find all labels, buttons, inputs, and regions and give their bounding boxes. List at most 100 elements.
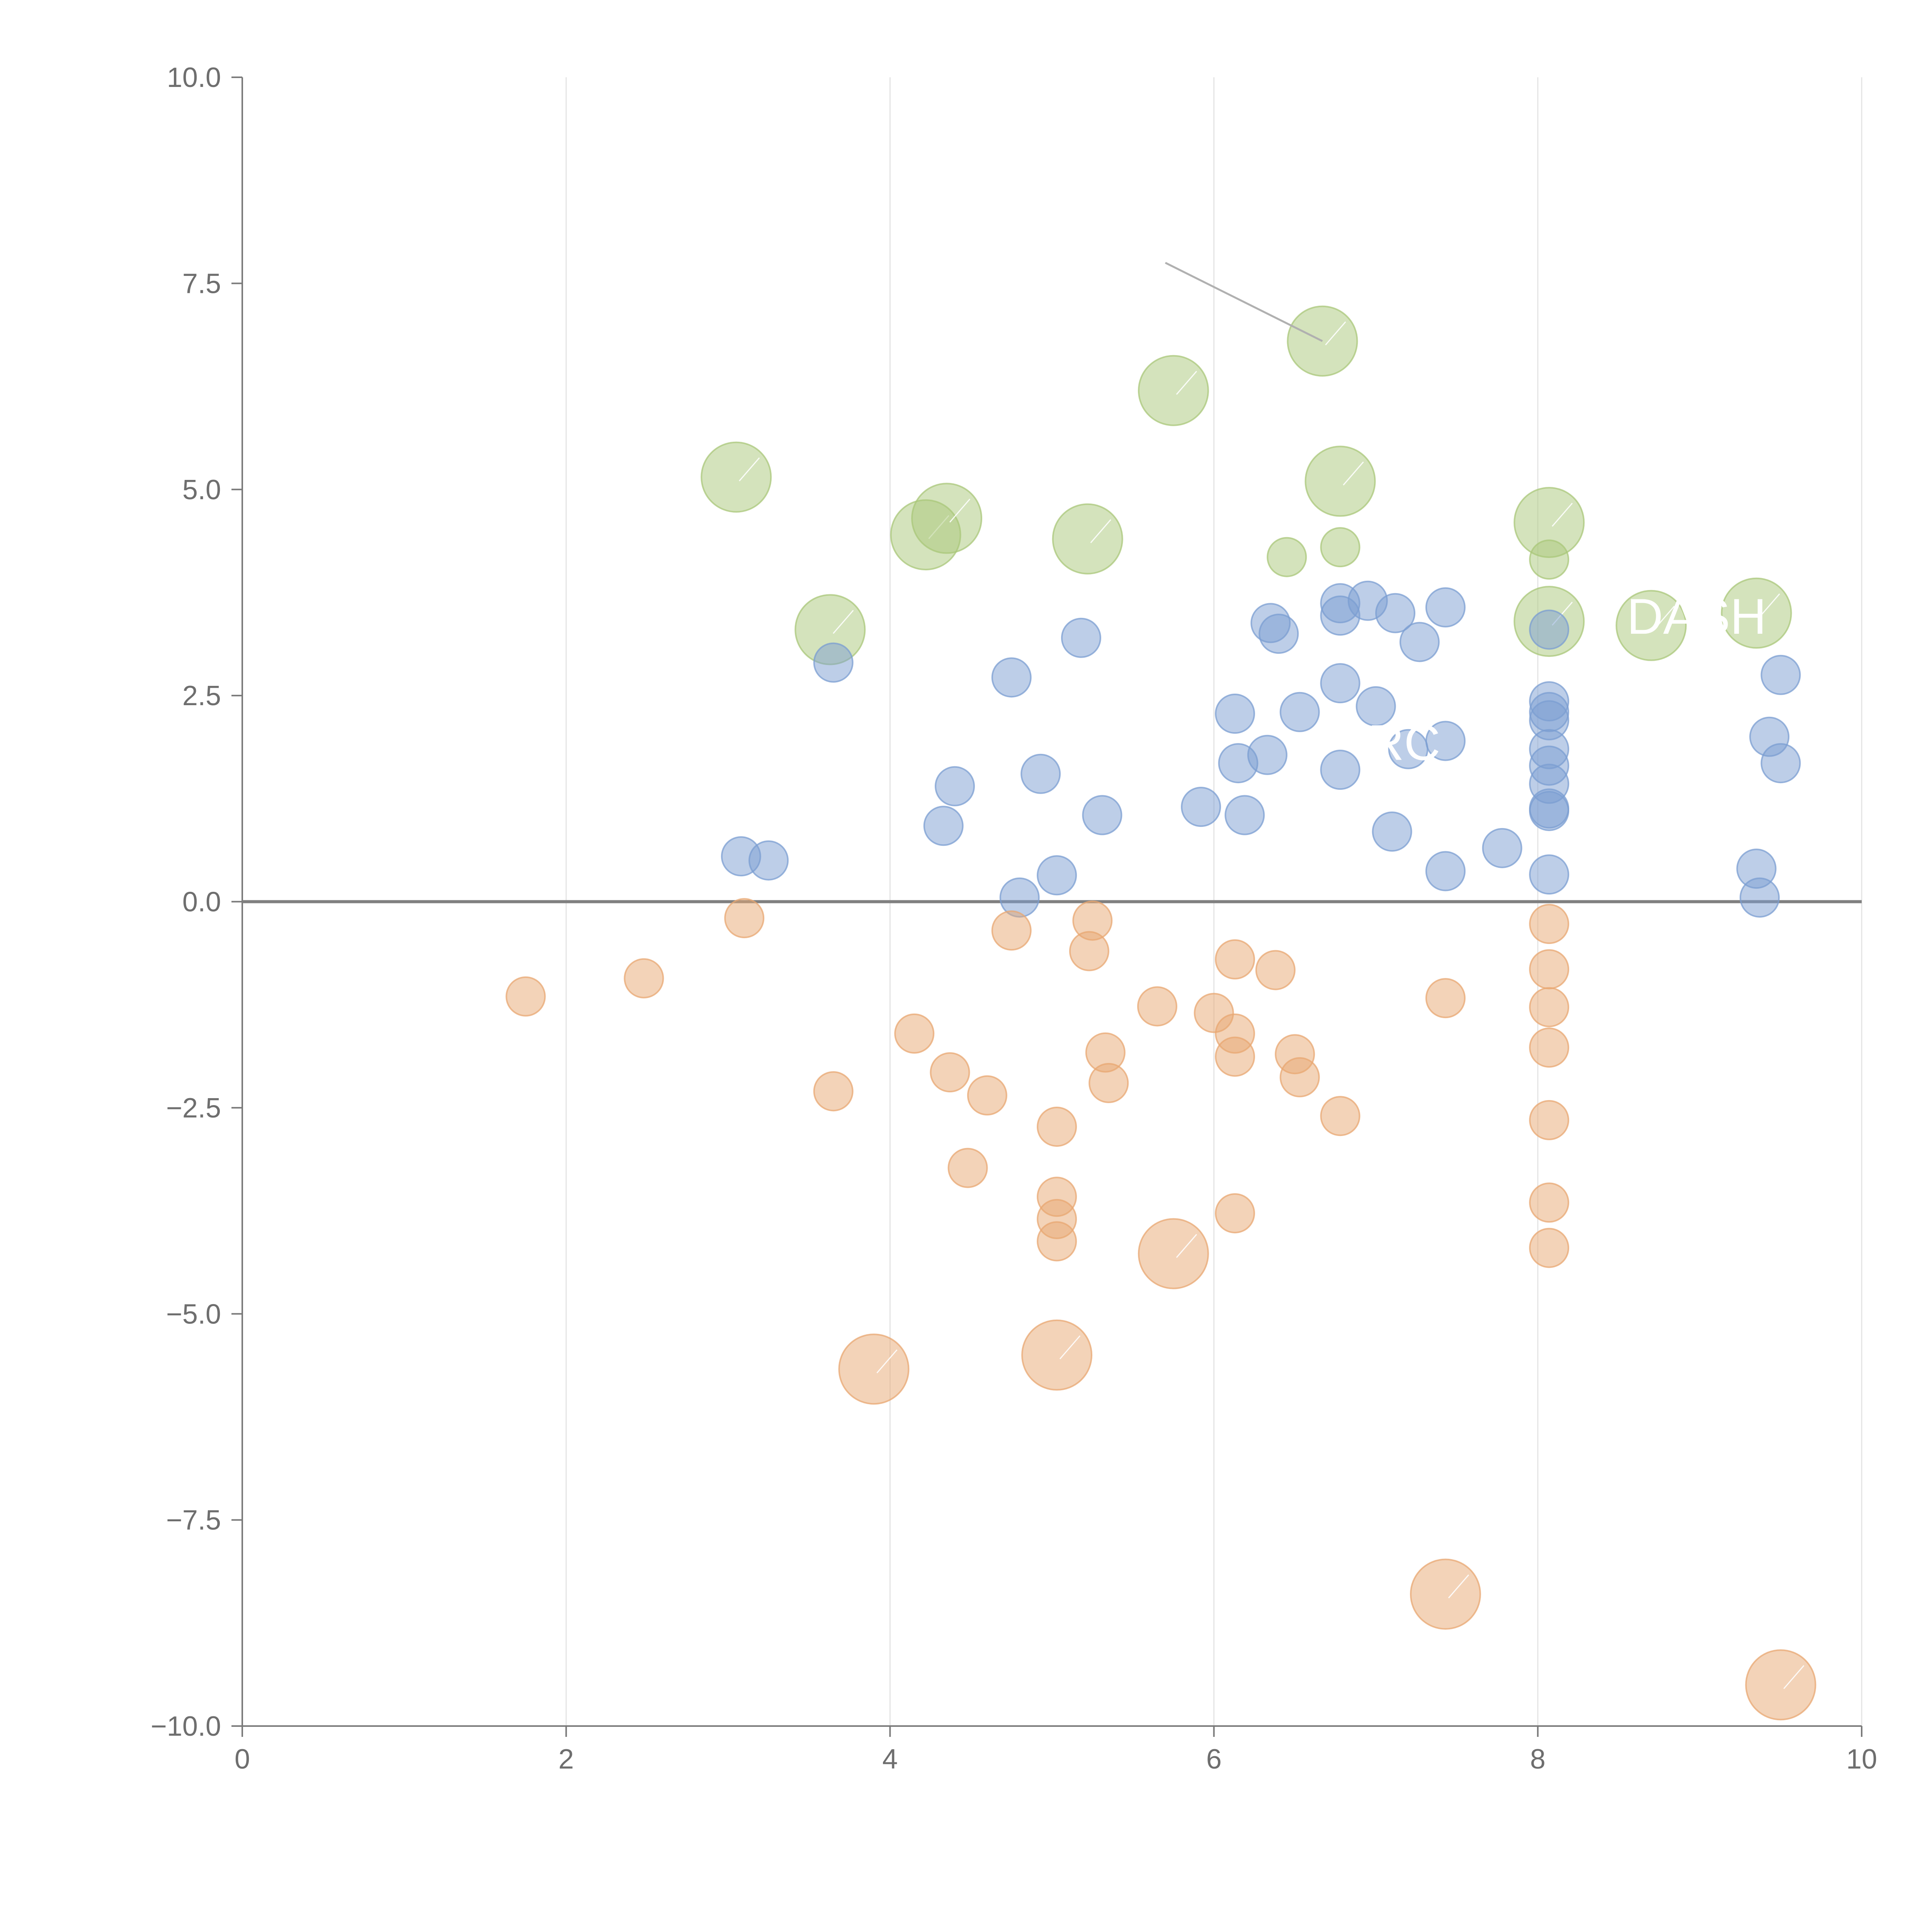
orange-bubble (1088, 1063, 1129, 1103)
blue-bubble (1739, 877, 1780, 918)
label-leader-line (1654, 605, 1675, 630)
blue-bubble (1425, 851, 1466, 891)
blue-bubble (1020, 753, 1061, 794)
green-bubble (1052, 503, 1123, 575)
label-leader-line (1090, 519, 1111, 543)
blue-bubble (1355, 686, 1396, 726)
orange-bubble (838, 1333, 910, 1405)
label-leader-line (1448, 1574, 1469, 1599)
blue-bubble (1529, 791, 1570, 831)
orange-bubble (724, 898, 765, 939)
green-bubble (1267, 537, 1307, 577)
bubbles (505, 305, 1816, 1721)
orange-bubble (1745, 1649, 1816, 1721)
blue-bubble (1372, 811, 1412, 852)
annotation-label: RC (1368, 714, 1440, 771)
label-leader-line (1783, 1665, 1804, 1689)
annotations: DASH RC (1165, 262, 1766, 771)
blue-bubble (1279, 692, 1320, 732)
y-tick-label: −5.0 (166, 1299, 221, 1330)
label-leader-line (1759, 593, 1780, 617)
blue-bubble (748, 840, 789, 881)
blue-bubble (1225, 795, 1265, 835)
blue-bubble (1320, 750, 1361, 790)
green-bubble (1320, 527, 1361, 568)
green-bubble (1304, 446, 1376, 517)
orange-bubble (1215, 1193, 1255, 1233)
orange-bubble (1425, 978, 1466, 1019)
label-leader-line (1176, 1234, 1197, 1258)
blue-bubble (1529, 609, 1570, 650)
orange-bubble (991, 910, 1032, 951)
blue-bubble (1259, 614, 1299, 654)
blue-bubble (1760, 743, 1801, 784)
blue-bubble (1482, 828, 1522, 868)
y-tick-label: 2.5 (182, 680, 221, 711)
orange-bubble (1410, 1558, 1481, 1630)
green-bubble (1529, 539, 1570, 580)
blue-bubble (1037, 855, 1077, 896)
orange-bubble (947, 1148, 988, 1188)
blue-bubble (1760, 655, 1801, 695)
blue-bubble (813, 642, 854, 683)
orange-bubble (1529, 1228, 1570, 1268)
label-leader-line (739, 457, 760, 481)
y-tick-label: −10.0 (151, 1711, 221, 1742)
blue-bubble (1425, 587, 1466, 628)
label-leader-line (876, 1349, 898, 1374)
orange-bubble (1255, 950, 1296, 990)
blue-bubble (1375, 593, 1415, 633)
x-tick-label: 0 (235, 1744, 250, 1775)
label-leader-line (949, 498, 971, 523)
x-tick-label: 6 (1206, 1744, 1222, 1775)
orange-bubble (1137, 986, 1177, 1027)
blue-bubble (1399, 622, 1440, 662)
orange-bubble (505, 976, 546, 1017)
blue-bubble (999, 877, 1040, 918)
x-tick-label: 4 (882, 1744, 898, 1775)
green-bubble (911, 483, 983, 554)
blue-bubble (1061, 617, 1101, 658)
axes: 0 2 4 6 8 10 −10.0 −7.5 −5.0 −2.5 0.0 2.5 5.0 7.5 10.0 (151, 62, 1877, 1775)
x-tick-label: 8 (1530, 1744, 1546, 1775)
orange-bubble (1529, 904, 1570, 944)
orange-bubble (1215, 1036, 1255, 1077)
orange-bubble (1529, 987, 1570, 1027)
blue-bubble (1082, 795, 1122, 835)
orange-bubble (1279, 1057, 1320, 1097)
orange-bubble (1037, 1221, 1077, 1262)
green-bubble (701, 441, 772, 513)
callout-line (1165, 262, 1323, 342)
y-tick-label: 10.0 (167, 62, 221, 93)
green-bubble (1616, 590, 1687, 661)
orange-bubble (1138, 1218, 1209, 1289)
y-tick-label: 5.0 (182, 474, 221, 505)
orange-bubble (930, 1052, 970, 1093)
orange-bubble (1215, 939, 1255, 980)
label-leader-line (1325, 321, 1346, 345)
blue-bubble (1529, 854, 1570, 895)
green-bubble (1138, 355, 1209, 426)
orange-bubble (967, 1075, 1007, 1116)
y-tick-label: 7.5 (182, 268, 221, 299)
blue-bubble (1320, 663, 1361, 704)
y-tick-label: −2.5 (166, 1093, 221, 1124)
blue-bubble (1181, 787, 1221, 827)
orange-bubble (1529, 1182, 1570, 1223)
orange-bubble (1021, 1319, 1093, 1391)
label-leader-line (1059, 1335, 1081, 1359)
blue-bubble (1425, 721, 1466, 761)
orange-bubble (894, 1013, 935, 1054)
annotation-label: DASH (1627, 588, 1766, 645)
label-leader-line (833, 610, 854, 634)
blue-bubble (1247, 735, 1287, 775)
orange-bubble (1529, 1027, 1570, 1068)
blue-bubble (935, 766, 975, 806)
blue-bubble (1215, 694, 1255, 734)
orange-bubble (1529, 949, 1570, 990)
orange-bubble (1072, 900, 1113, 941)
orange-bubble (624, 958, 664, 998)
label-leader-line (1343, 461, 1364, 486)
label-leader-line (1176, 371, 1197, 395)
